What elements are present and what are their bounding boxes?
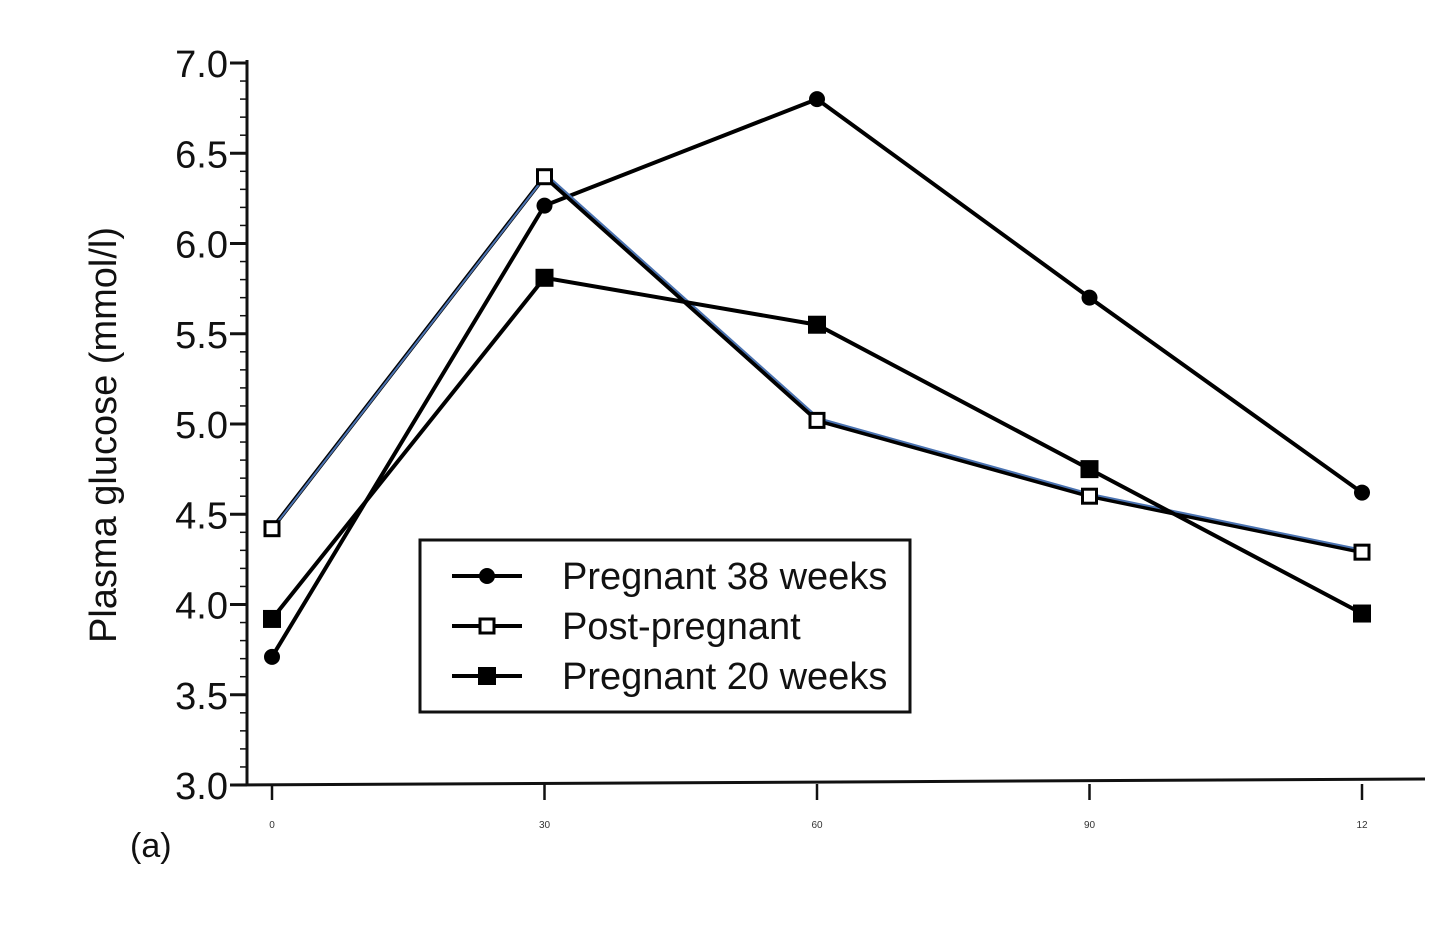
data-point <box>536 197 553 214</box>
y-tick-label: 3.5 <box>175 676 228 718</box>
data-point <box>1081 289 1098 306</box>
y-tick-label: 6.5 <box>175 134 228 176</box>
series-line <box>270 173 1363 555</box>
data-point <box>263 520 281 538</box>
series-post-pregnant <box>263 168 1371 561</box>
data-point <box>1080 460 1099 479</box>
data-point <box>1354 484 1370 501</box>
data-point <box>1081 487 1098 505</box>
panel-label: (a) <box>130 827 172 865</box>
data-point <box>808 315 826 334</box>
data-point <box>264 648 280 665</box>
legend-marker <box>478 617 496 635</box>
legend: Pregnant 38 weeks Post-pregnant Pregnant 2… <box>418 538 912 714</box>
series-pregnant-38-weeks <box>264 91 1370 665</box>
y-tick-label: 3.0 <box>175 766 228 808</box>
legend-item: Pregnant 20 weeks <box>452 656 887 698</box>
series-layer <box>263 91 1371 665</box>
y-tick-label: 6.0 <box>175 225 228 267</box>
x-tick-label: 30 <box>539 820 551 831</box>
x-tick-label: 60 <box>811 820 823 831</box>
y-axis-label: Plasma glucose (mmol/l) <box>83 227 125 643</box>
axes: 3.0 3.5 4.0 4.5 5.0 5.5 6.0 6.5 7.0 0 30 60 90 12 <box>175 44 1426 831</box>
legend-label: Post-pregnant <box>562 606 801 648</box>
legend-item: Post-pregnant <box>452 606 801 648</box>
x-axis-line <box>231 777 1426 787</box>
y-tick-label: 5.5 <box>175 315 228 357</box>
data-point <box>1353 543 1371 561</box>
legend-marker <box>479 568 495 584</box>
series-pregnant-20-weeks <box>263 268 1371 628</box>
data-point <box>809 91 825 108</box>
legend-label: Pregnant 38 weeks <box>562 556 887 598</box>
data-point <box>808 411 826 429</box>
data-point <box>1353 604 1371 623</box>
y-tick-label: 4.5 <box>175 495 228 537</box>
data-point <box>536 168 553 186</box>
legend-label: Pregnant 20 weeks <box>562 656 887 698</box>
y-tick-label: 4.0 <box>175 586 228 628</box>
y-tick-label: 5.0 <box>175 405 228 447</box>
legend-item: Pregnant 38 weeks <box>452 556 887 598</box>
x-tick-label: 12 <box>1356 820 1368 831</box>
y-tick-label: 7.0 <box>175 44 228 86</box>
x-tick-label: 90 <box>1084 820 1096 831</box>
x-tick-label: 0 <box>269 820 275 831</box>
data-point <box>535 268 554 287</box>
series-line-overlay <box>273 173 1365 552</box>
legend-marker <box>478 667 496 685</box>
data-point <box>263 609 281 628</box>
